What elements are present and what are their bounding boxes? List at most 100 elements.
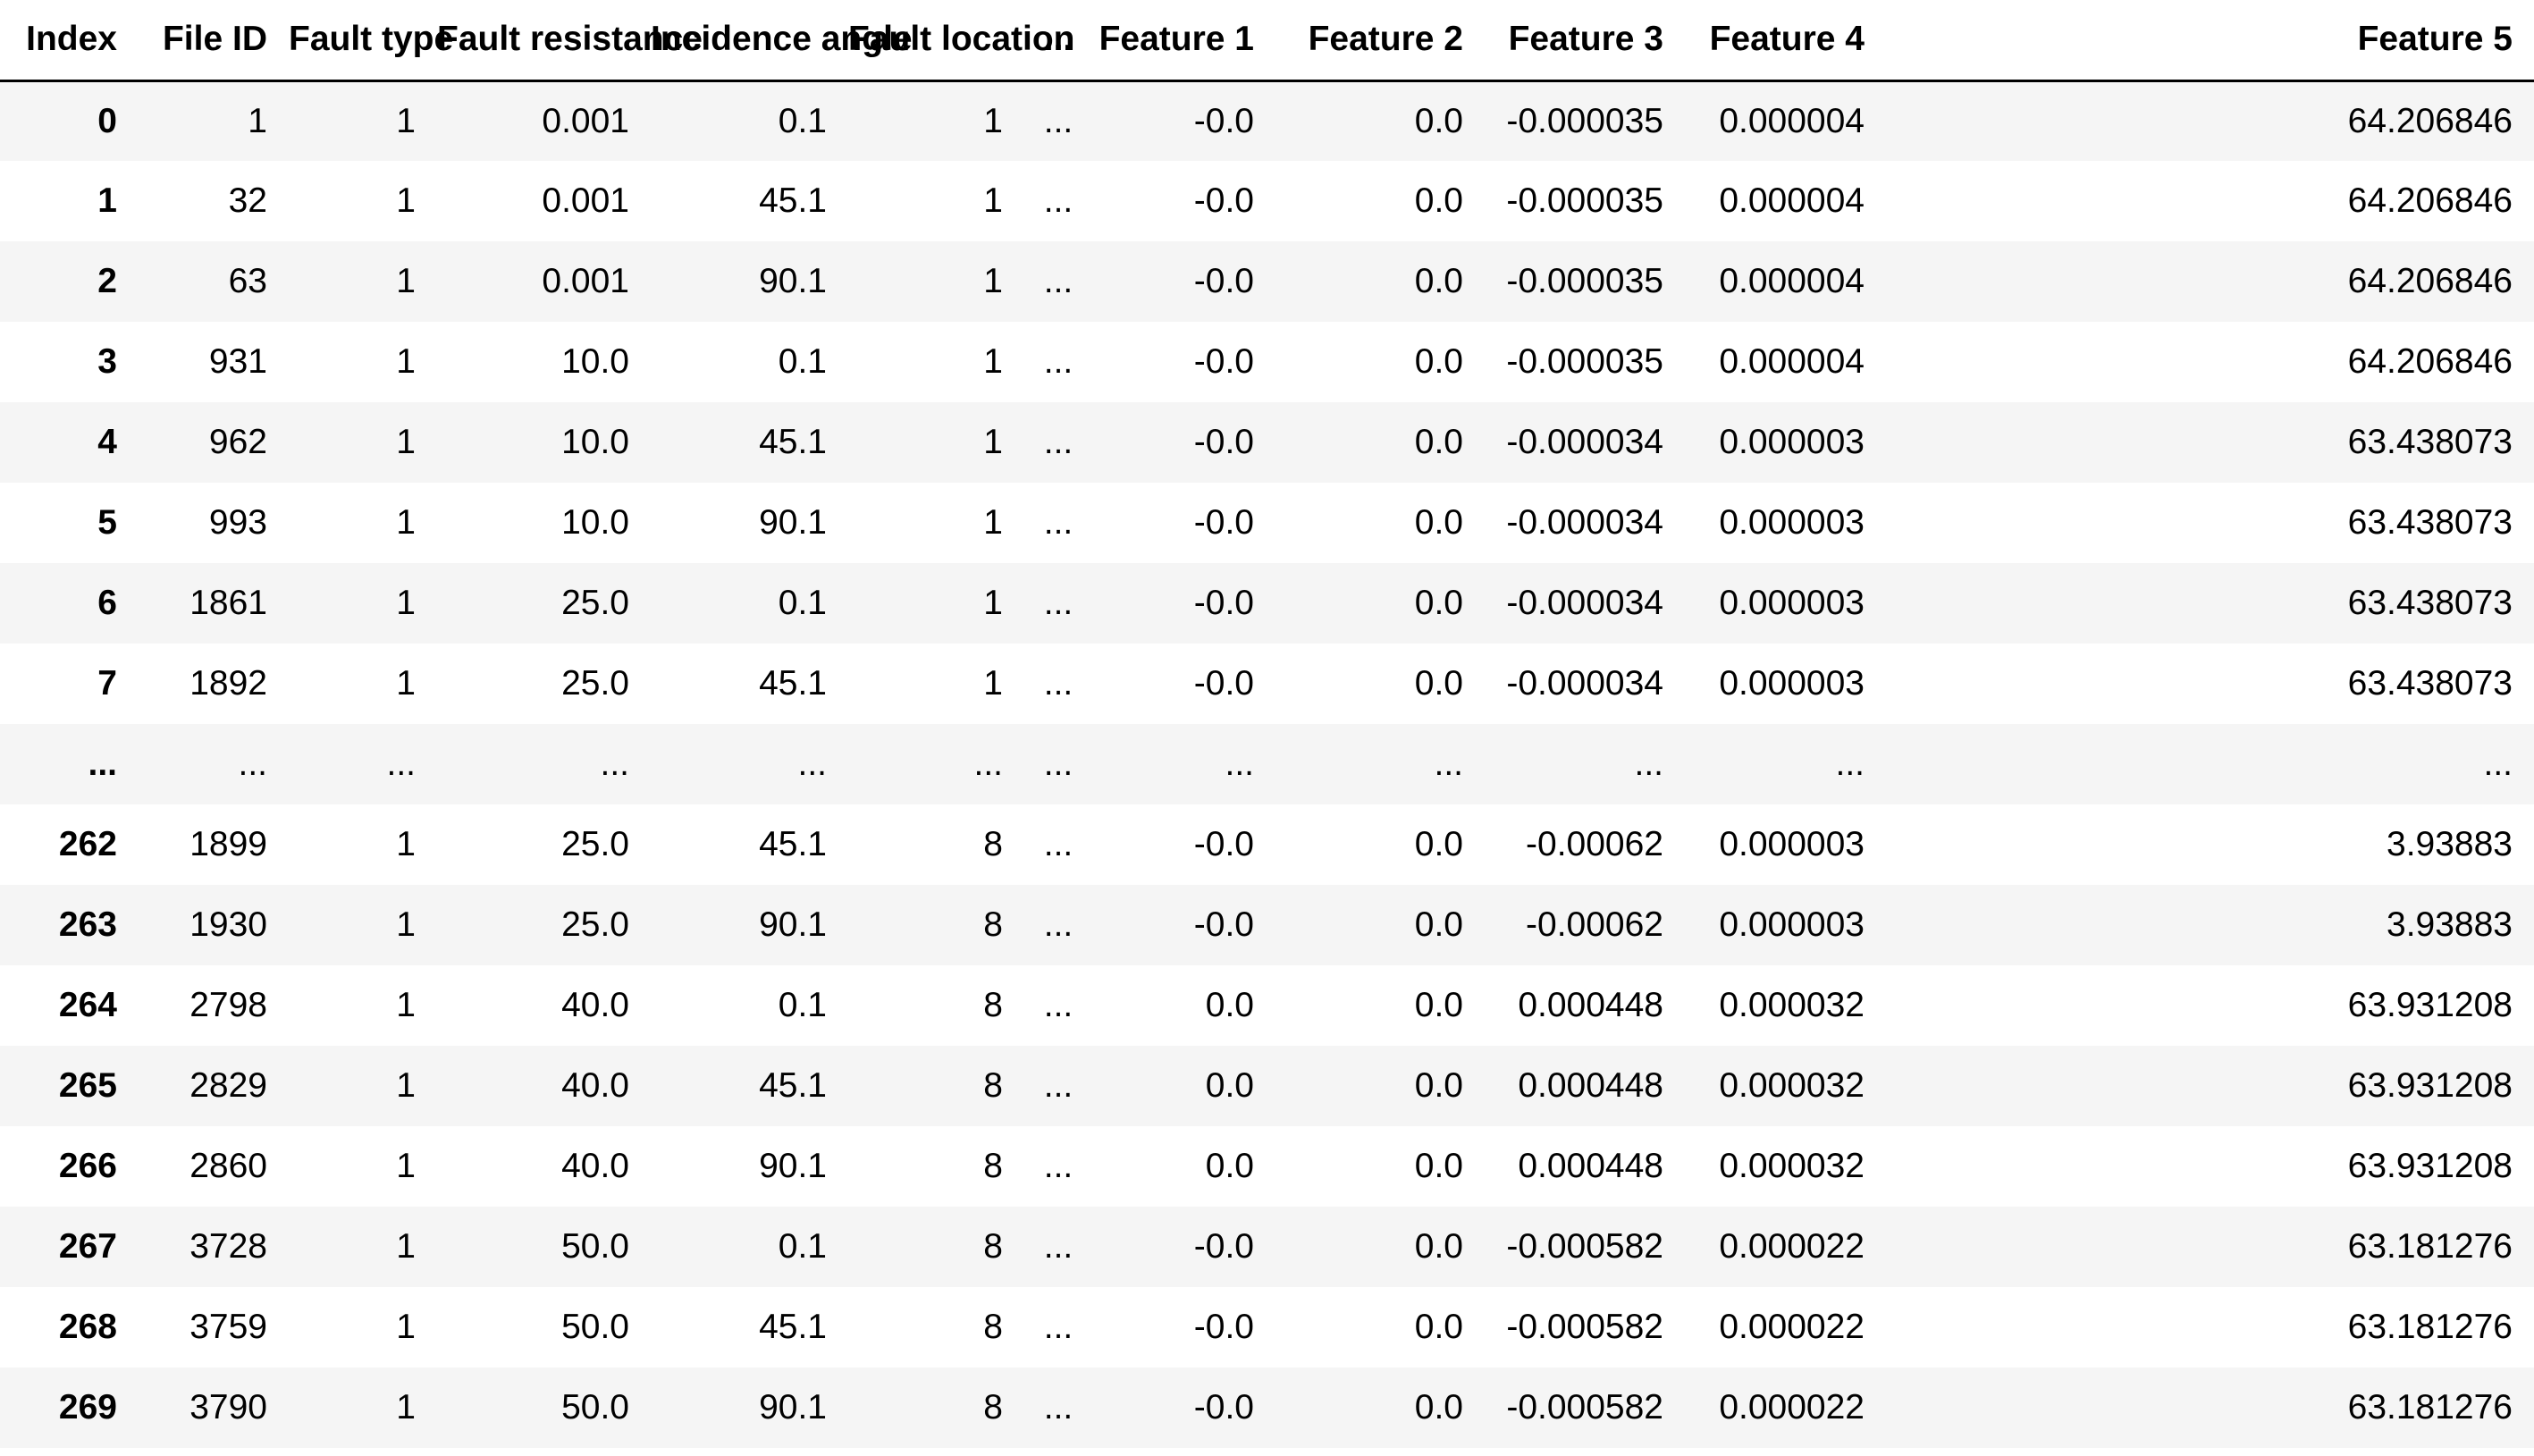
table-cell: ... <box>1043 745 1073 783</box>
table-cell: -0.0 <box>1193 181 1254 220</box>
table-row: 266 2860 1 40.0 90.1 8... 0.0 0.0 0.000448 0.0000… <box>0 1126 2534 1207</box>
row-index-cell: 1 <box>97 181 117 220</box>
table-cell: ... <box>1043 905 1073 944</box>
table-cell: 1 <box>396 181 416 220</box>
table-cell: 45.1 <box>759 181 827 220</box>
table-cell: 0.000022 <box>1719 1308 1865 1346</box>
table-cell: 8 <box>983 825 1003 863</box>
table-cell: 0.000004 <box>1719 342 1865 381</box>
row-index-cell: 6 <box>97 584 117 622</box>
table-cell: -0.000035 <box>1506 262 1663 300</box>
table-cell: 1930 <box>189 905 267 944</box>
row-index-cell: 5 <box>97 503 117 542</box>
table-cell: 0.001 <box>542 101 629 140</box>
table-cell: 64.206846 <box>2347 181 2513 220</box>
table-cell: 0.000003 <box>1719 664 1865 703</box>
table-cell: 3759 <box>189 1308 267 1346</box>
table-cell: 1 <box>396 905 416 944</box>
table-cell: 50.0 <box>561 1308 629 1346</box>
table-cell: 1 <box>983 423 1003 461</box>
table-cell: 0.0 <box>1414 1227 1463 1266</box>
table-cell: 90.1 <box>759 905 827 944</box>
table-cell: 45.1 <box>759 423 827 461</box>
table-cell: 25.0 <box>561 584 629 622</box>
table-cell: -0.000035 <box>1506 181 1663 220</box>
column-header: Feature 4 <box>1685 0 1886 82</box>
table-cell: -0.000034 <box>1506 584 1663 622</box>
table-cell: 0.0 <box>1414 584 1463 622</box>
table-cell: 63.931208 <box>2347 986 2513 1024</box>
table-cell: -0.0 <box>1193 1308 1254 1346</box>
row-index-cell: 0 <box>97 101 117 140</box>
table-cell: 0.000448 <box>1518 1066 1663 1105</box>
table-cell: 0.000022 <box>1719 1388 1865 1427</box>
table-cell: ... <box>1225 745 1254 783</box>
table-cell: 0.000004 <box>1719 101 1865 140</box>
table-cell: 0.1 <box>778 1227 827 1266</box>
table-cell: 1 <box>396 342 416 381</box>
table-cell: 0.000022 <box>1719 1227 1865 1266</box>
table-cell: 0.0 <box>1414 664 1463 703</box>
table-row: 1 32 1 0.001 45.1 1... -0.0 0.0 -0.000035 0.00000… <box>0 161 2534 241</box>
table-row: 3 931 1 10.0 0.1 1... -0.0 0.0 -0.000035 0.000004… <box>0 322 2534 402</box>
table-cell: -0.000034 <box>1506 423 1663 461</box>
column-header: Fault location <box>848 0 1075 82</box>
table-cell: 0.0 <box>1414 1308 1463 1346</box>
table-cell: 1892 <box>189 664 267 703</box>
table-cell: 1 <box>396 1388 416 1427</box>
table-cell: 25.0 <box>561 664 629 703</box>
table-cell: 45.1 <box>759 1066 827 1105</box>
table-row: 269 3790 1 50.0 90.1 8... -0.0 0.0 -0.000582 0.00… <box>0 1368 2534 1448</box>
table-cell: ... <box>973 745 1003 783</box>
table-cell: -0.00062 <box>1526 905 1663 944</box>
table-cell: 0.001 <box>542 262 629 300</box>
table-cell: 8 <box>983 1227 1003 1266</box>
table-cell: -0.0 <box>1193 664 1254 703</box>
table-cell: 64.206846 <box>2347 262 2513 300</box>
table-cell: 3.93883 <box>2387 905 2513 944</box>
table-cell: -0.0 <box>1193 825 1254 863</box>
table-row: 264 2798 1 40.0 0.1 8... 0.0 0.0 0.000448 0.00003… <box>0 965 2534 1046</box>
table-cell: 1 <box>983 342 1003 381</box>
table-cell: 2829 <box>189 1066 267 1105</box>
table-cell: 63.438073 <box>2347 503 2513 542</box>
row-index-cell: 265 <box>58 1066 117 1105</box>
table-cell: ... <box>1043 181 1073 220</box>
table-cell: ... <box>1043 825 1073 863</box>
table-row: 6 1861 1 25.0 0.1 1... -0.0 0.0 -0.000034 0.00000… <box>0 563 2534 644</box>
table-cell: 2860 <box>189 1147 267 1185</box>
table-cell: 0.000003 <box>1719 905 1865 944</box>
table-row: .................................... <box>0 724 2534 804</box>
table-cell: 1 <box>983 101 1003 140</box>
table-cell: 0.000032 <box>1719 1066 1865 1105</box>
table-cell: 1 <box>396 584 416 622</box>
table-cell: ... <box>1043 1308 1073 1346</box>
table-cell: 63.438073 <box>2347 584 2513 622</box>
table-cell: 1861 <box>189 584 267 622</box>
table-cell: ... <box>1043 584 1073 622</box>
row-index-cell: 263 <box>58 905 117 944</box>
row-index-cell: 2 <box>97 262 117 300</box>
table-header: Index File ID Fault type Fault resistance In… <box>0 0 2534 82</box>
table-cell: ... <box>238 745 267 783</box>
table-cell: 0.0 <box>1414 262 1463 300</box>
table-cell: ... <box>1043 342 1073 381</box>
column-header: Fault type <box>289 0 453 82</box>
table-cell: 0.0 <box>1414 905 1463 944</box>
table-cell: -0.000035 <box>1506 101 1663 140</box>
table-cell: ... <box>1043 1066 1073 1105</box>
table-cell: -0.000582 <box>1506 1308 1663 1346</box>
table-cell: 0.000032 <box>1719 986 1865 1024</box>
row-index-cell: 264 <box>58 986 117 1024</box>
column-header: Incidence angle <box>651 0 913 82</box>
table-cell: 8 <box>983 1147 1003 1185</box>
table-cell: 45.1 <box>759 664 827 703</box>
table-cell: 0.0 <box>1414 1066 1463 1105</box>
table-cell: 1 <box>983 584 1003 622</box>
table-cell: ... <box>1043 1147 1073 1185</box>
table-row: 2 63 1 0.001 90.1 1... -0.0 0.0 -0.000035 0.00000… <box>0 241 2534 322</box>
table-cell: 0.001 <box>542 181 629 220</box>
table-cell: -0.0 <box>1193 1227 1254 1266</box>
table-row: 0 1 1 0.001 0.1 1... -0.0 0.0 -0.000035 0.000004 6… <box>0 80 2534 161</box>
